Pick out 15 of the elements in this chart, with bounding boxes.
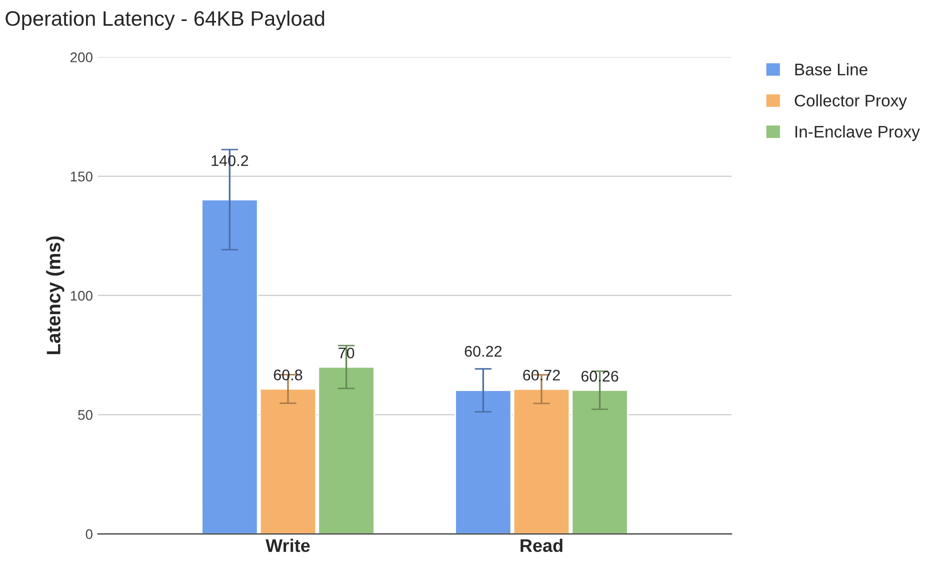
y-tick-label: 100 (70, 290, 92, 301)
chart-title: Operation Latency - 64KB Payload (6, 10, 324, 30)
data-label: 60.22 (464, 346, 502, 357)
data-label: 60.8 (274, 370, 302, 380)
legend-label: Collector Proxy (794, 94, 907, 110)
legend-label: Base Line (795, 63, 868, 76)
x-tick-label: Read (520, 538, 562, 552)
y-tick-label: 150 (70, 172, 92, 182)
y-axis-title: Latency (ms) (46, 236, 64, 354)
y-tick-label: 0 (86, 529, 92, 540)
y-tick-label: 50 (78, 410, 92, 420)
y-tick-label: 200 (70, 52, 92, 62)
x-tick-label: Write (266, 538, 310, 552)
data-label: 60.72 (523, 370, 560, 381)
legend-label: In-Enclave Proxy (796, 125, 920, 141)
